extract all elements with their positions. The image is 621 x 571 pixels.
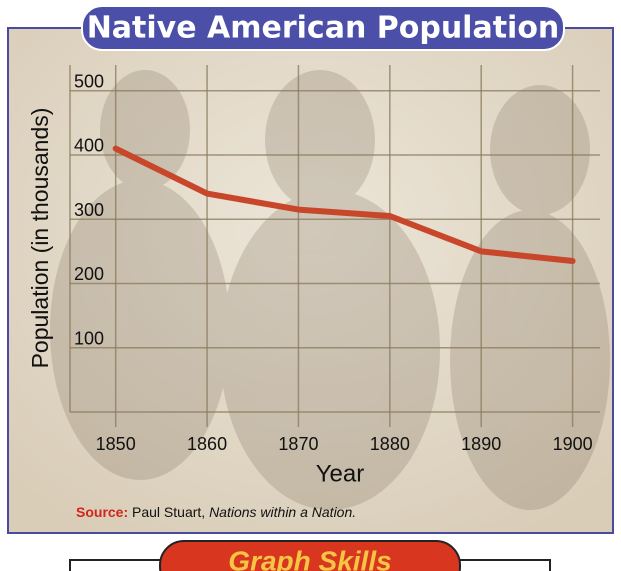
y-tick-label: 100	[74, 328, 104, 348]
x-axis-label: Year	[316, 460, 365, 487]
chart-title: Native American Population	[87, 11, 560, 46]
x-tick-label: 1880	[370, 434, 410, 454]
x-tick-label: 1860	[187, 434, 227, 454]
skills-banner-text: Graph Skills	[228, 545, 391, 571]
source: Source: Paul Stuart, Nations within a Na…	[76, 504, 356, 520]
source-title: Nations within a Nation.	[209, 504, 356, 520]
x-tick-label: 1870	[278, 434, 318, 454]
y-tick-label: 200	[74, 264, 104, 284]
x-tick-label: 1900	[553, 434, 593, 454]
y-tick-label: 500	[74, 71, 104, 91]
y-axis-label: Population (in thousands)	[27, 108, 53, 369]
x-tick-label: 1890	[461, 434, 501, 454]
y-tick-label: 300	[74, 200, 104, 220]
source-label: Source:	[76, 504, 128, 520]
y-tick-label: 400	[74, 136, 104, 156]
x-tick-label: 1850	[96, 434, 136, 454]
source-author: Paul Stuart,	[132, 504, 205, 520]
chart: Native American Population 100 200 300 400 5…	[0, 0, 621, 571]
